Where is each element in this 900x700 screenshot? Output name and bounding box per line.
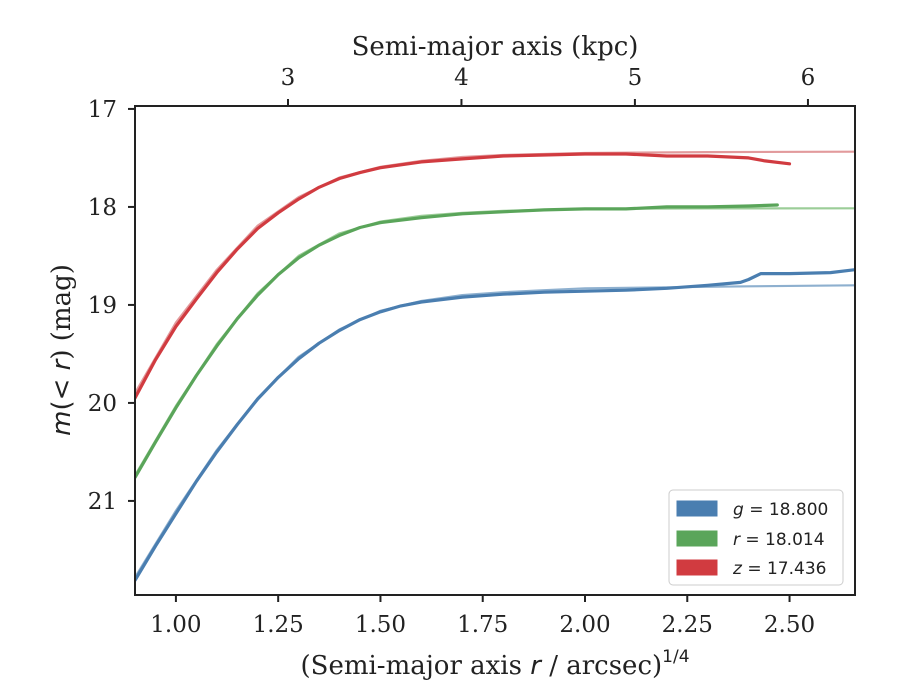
legend-value-r: = 18.014 xyxy=(740,530,825,550)
y-tick-label: 19 xyxy=(88,293,117,319)
x-tick-label: 2.25 xyxy=(662,612,713,638)
x-axis-title: (Semi-major axis r / arcsec)1/4 xyxy=(300,647,689,681)
y-tick-label: 21 xyxy=(88,489,117,515)
top-axis-ticks: 3 4 5 6 xyxy=(281,65,816,106)
legend-band-z: z xyxy=(732,559,743,579)
bottom-axis-ticks: 1.00 1.25 1.50 1.75 2.00 2.25 2.50 xyxy=(150,595,815,638)
series-z-profile-line xyxy=(135,152,792,400)
legend-band-r: r xyxy=(733,530,741,550)
x-tick-label: 2.50 xyxy=(764,612,815,638)
y-tick-label: 17 xyxy=(88,97,117,123)
series-r-profile-line xyxy=(135,203,779,479)
legend-value-g: = 18.800 xyxy=(744,500,829,520)
legend-swatch-g xyxy=(676,500,718,517)
plot-lines-layer xyxy=(135,150,855,582)
top-tick-label: 3 xyxy=(281,65,296,91)
legend-value-z: = 17.436 xyxy=(742,559,827,579)
y-axis-title: m(< r) (mag) xyxy=(47,264,77,436)
left-axis-ticks: 17 18 19 20 21 xyxy=(88,97,135,515)
top-tick-label: 4 xyxy=(454,65,469,91)
legend-label-r: r = 18.014 xyxy=(733,530,825,550)
x-axis-title-suffix: / arcsec) xyxy=(541,651,662,681)
legend-label-z: z = 17.436 xyxy=(732,559,826,579)
y-axis-title-end: ) (mag) xyxy=(47,264,77,360)
x-axis-title-prefix: (Semi-major axis xyxy=(300,651,530,681)
x-tick-label: 1.25 xyxy=(253,612,304,638)
legend-label-g: g = 18.800 xyxy=(733,500,828,520)
x-tick-label: 1.75 xyxy=(457,612,508,638)
legend-swatch-r xyxy=(676,530,718,547)
top-axis-title: Semi-major axis (kpc) xyxy=(352,32,639,62)
x-axis-title-var: r xyxy=(530,651,543,681)
y-tick-label: 20 xyxy=(88,391,117,417)
y-axis-title-m: m xyxy=(47,411,77,436)
x-axis-title-exponent: 1/4 xyxy=(662,647,689,667)
y-axis-title-r: r xyxy=(47,357,77,370)
plot-frame xyxy=(134,105,856,596)
y-tick-label: 18 xyxy=(88,195,117,221)
x-tick-label: 1.00 xyxy=(150,612,201,638)
legend: g = 18.800 r = 18.014 z = 17.436 xyxy=(668,489,844,586)
top-tick-label: 5 xyxy=(628,65,643,91)
legend-swatch-z xyxy=(676,559,718,576)
series-g-profile-line xyxy=(135,268,855,582)
x-tick-label: 1.50 xyxy=(355,612,406,638)
series-z-model-line xyxy=(135,150,855,395)
series-r-model-line xyxy=(135,207,855,477)
x-tick-label: 2.00 xyxy=(559,612,610,638)
top-tick-label: 6 xyxy=(801,65,816,91)
y-axis-title-mid: (< xyxy=(47,370,77,410)
legend-band-g: g xyxy=(733,500,744,520)
